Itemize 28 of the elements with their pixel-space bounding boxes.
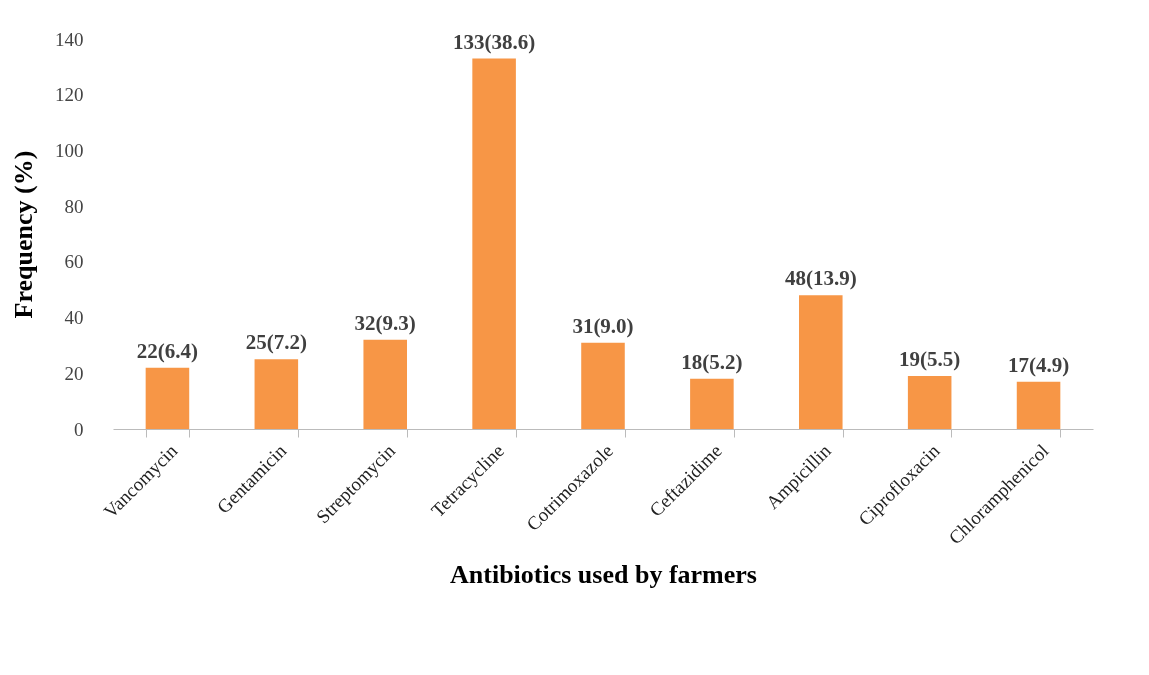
data-label: 25(7.2) — [245, 330, 307, 355]
bar — [799, 295, 843, 429]
bar — [145, 367, 190, 429]
y-tick-label: 120 — [55, 84, 84, 106]
data-label: 133(38.6) — [452, 29, 536, 54]
x-axis-title: Antibiotics used by farmers — [450, 560, 757, 590]
y-tick-label: 100 — [55, 139, 84, 161]
y-tick-label: 40 — [64, 307, 84, 329]
y-axis-title: Frequency (%) — [9, 150, 38, 319]
data-label: 32(9.3) — [354, 310, 416, 335]
data-label: 18(5.2) — [681, 349, 743, 374]
y-tick-label: 0 — [74, 418, 84, 440]
bar — [363, 339, 407, 429]
bar — [690, 378, 734, 429]
y-tick-label: 20 — [64, 362, 84, 384]
bar — [472, 58, 516, 429]
data-label: 48(13.9) — [784, 266, 857, 291]
y-tick-label: 140 — [55, 28, 84, 50]
bar — [907, 376, 952, 429]
y-tick-label: 60 — [64, 251, 84, 273]
data-label: 17(4.9) — [1007, 352, 1070, 377]
data-label: 19(5.5) — [899, 347, 961, 372]
data-label: 22(6.4) — [136, 338, 199, 363]
y-tick-label: 80 — [64, 195, 84, 217]
data-label: 31(9.0) — [572, 313, 634, 338]
bar — [581, 342, 625, 429]
bar — [254, 359, 299, 429]
bar — [1016, 381, 1061, 429]
